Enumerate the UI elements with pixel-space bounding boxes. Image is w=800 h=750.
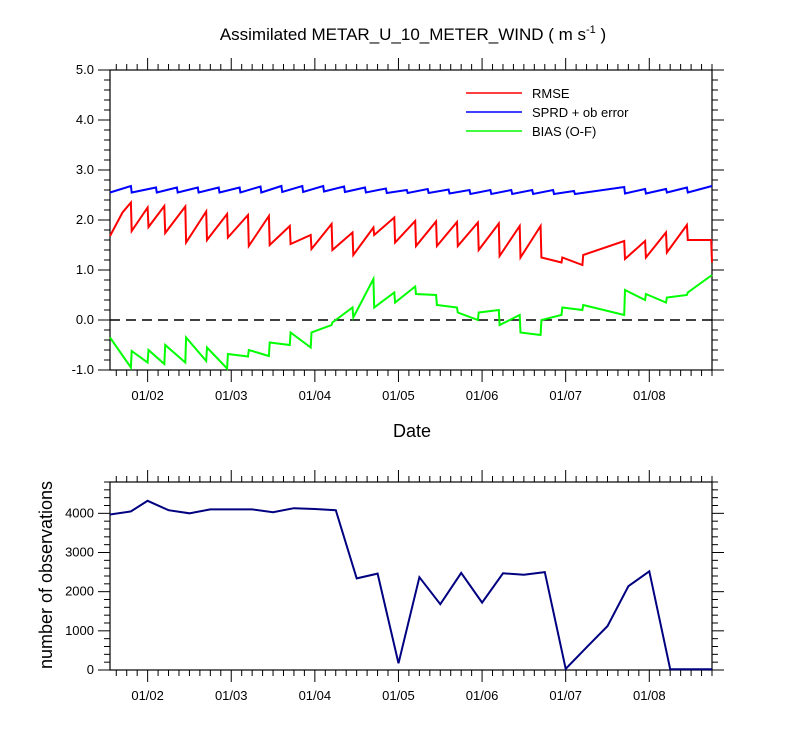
bottom-x-tick-label: 01/06: [466, 688, 499, 703]
top-y-tick-label: -1.0: [72, 362, 94, 377]
bottom-y-tick-label: 3000: [65, 545, 94, 560]
bottom-plot: 0 1000 2000 3000 4000 01/02 01/03 01/04 01/05 01/…: [65, 470, 724, 703]
top-y-tick-label: 4.0: [76, 112, 94, 127]
top-x-tick-label: 01/08: [633, 388, 666, 403]
top-x-tick-label: 01/07: [549, 388, 582, 403]
top-y-tick-label: 3.0: [76, 162, 94, 177]
bottom-y-tick-label: 1000: [65, 623, 94, 638]
top-plot: -1.0 0.0 1.0 2.0 3.0 4.0 5.0 01/02 01/03 01/04 01/…: [72, 58, 724, 403]
chart-title-exponent: -1: [586, 24, 596, 36]
bottom-x-tick-label: 01/03: [215, 688, 248, 703]
bottom-x-tick-label: 01/02: [131, 688, 164, 703]
bottom-y-tick-label: 0: [87, 662, 94, 677]
top-y-tick-label: 0.0: [76, 312, 94, 327]
top-x-tick-label: 01/03: [215, 388, 248, 403]
top-x-tick-label: 01/04: [299, 388, 332, 403]
top-y-tick-label: 2.0: [76, 212, 94, 227]
bottom-plot-frame: [109, 481, 713, 671]
x-axis-title: Date: [393, 421, 431, 441]
legend-label-bias: BIAS (O-F): [532, 124, 596, 139]
series-line-number-of-observations: [109, 499, 712, 671]
y-axis-title-bottom: number of observations: [36, 481, 56, 669]
bottom-x-tick-label: 01/07: [549, 688, 582, 703]
chart-title-main: Assimilated METAR_U_10_METER_WIND ( m s: [220, 25, 586, 44]
legend-label-sprd: SPRD + ob error: [532, 105, 629, 120]
bottom-x-tick-label: 01/08: [633, 688, 666, 703]
top-x-tick-label: 01/06: [466, 388, 499, 403]
series-line-rmse: [109, 199, 713, 267]
bottom-y-tick-label: 2000: [65, 584, 94, 599]
series-line-sprd-ob-error: [109, 184, 713, 196]
legend: RMSE SPRD + ob error BIAS (O-F): [466, 86, 629, 139]
top-x-tick-label: 01/05: [382, 388, 415, 403]
bottom-y-tick-label: 4000: [65, 505, 94, 520]
bottom-x-tick-label: 01/05: [382, 688, 415, 703]
bottom-x-tick-label: 01/04: [299, 688, 332, 703]
chart-title: Assimilated METAR_U_10_METER_WIND ( m s-…: [220, 24, 606, 44]
series-line-bias-o-f: [109, 274, 713, 371]
top-y-tick-label: 1.0: [76, 262, 94, 277]
legend-label-rmse: RMSE: [532, 86, 570, 101]
top-y-tick-label: 5.0: [76, 62, 94, 77]
top-x-tick-label: 01/02: [131, 388, 164, 403]
chart-title-close: ): [596, 25, 606, 44]
